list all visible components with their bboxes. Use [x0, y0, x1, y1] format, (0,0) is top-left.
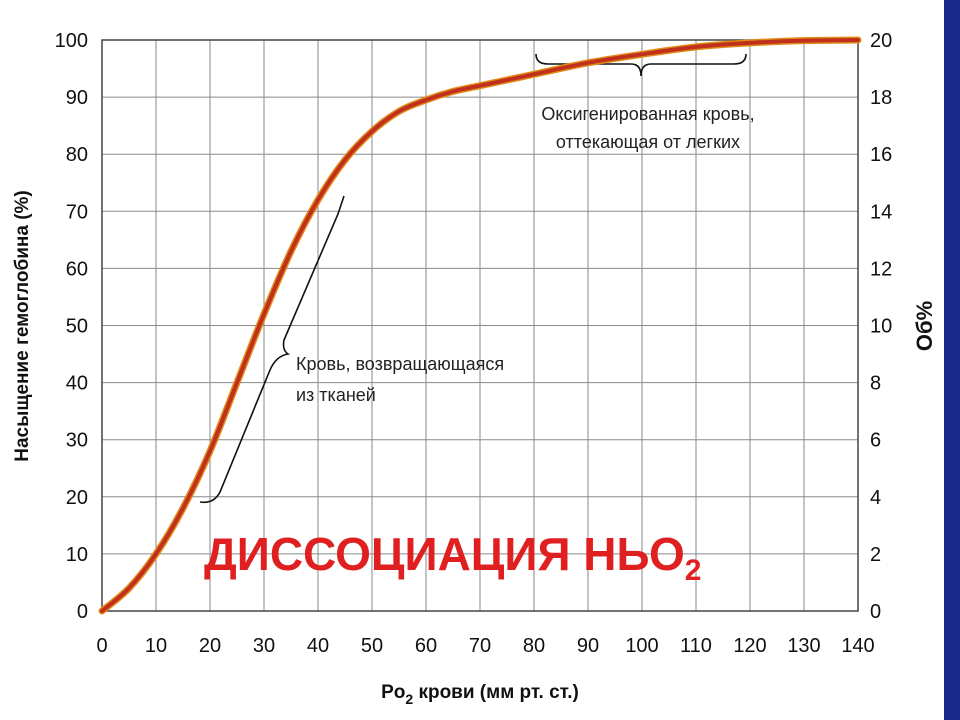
x-tick-label: 30 [253, 635, 275, 657]
x-tick-label: 60 [415, 635, 437, 657]
bracket-oxygenated [535, 53, 747, 77]
x-tick-label: 0 [96, 635, 107, 657]
y2-tick-label: 16 [870, 144, 892, 166]
x-tick-label: 50 [361, 635, 383, 657]
y2-tick-label: 14 [870, 201, 892, 223]
dissociation-curve [100, 38, 860, 613]
y2-tick-label: 12 [870, 258, 892, 280]
annotation-tissue-line2: из тканей [296, 385, 376, 405]
annotation-brackets [199, 53, 747, 504]
y-tick-label: 0 [77, 601, 88, 623]
grid [101, 39, 859, 612]
y-axis-title: Насыщение гемоглобина (%) [12, 190, 33, 461]
y2-tick-label: 20 [870, 30, 892, 52]
x-axis-title: Po2 крови (мм рт. ст.) [381, 682, 579, 707]
annotation-tissue-line1: Кровь, возвращающаяся [296, 354, 504, 374]
side-bar [944, 0, 960, 720]
x-tick-label: 130 [787, 635, 820, 657]
y-tick-label: 20 [66, 487, 88, 509]
x-tick-label: 40 [307, 635, 329, 657]
y-tick-labels: 0 10 20 30 40 50 60 70 80 90 100 [55, 30, 88, 623]
x-tick-label: 140 [841, 635, 874, 657]
x-tick-label: 80 [523, 635, 545, 657]
x-axis-title-rest: крови (мм рт. ст.) [413, 682, 579, 703]
x-tick-label: 90 [577, 635, 599, 657]
x-tick-label: 100 [625, 635, 658, 657]
overlay-title: ДИССОЦИАЦИЯ НЬО2 [204, 528, 701, 587]
y2-tick-label: 4 [870, 487, 881, 509]
plot-frame [101, 39, 859, 612]
y-tick-label: 10 [66, 544, 88, 566]
y-tick-label: 80 [66, 144, 88, 166]
annotation-oxygenated-line1: Оксигенированная кровь, [541, 104, 754, 124]
overlay-title-sub: 2 [685, 554, 702, 587]
y-tick-label: 60 [66, 258, 88, 280]
y2-tick-label: 6 [870, 430, 881, 452]
x-tick-label: 110 [680, 635, 712, 657]
y2-tick-label: 0 [870, 601, 881, 623]
y-tick-label: 40 [66, 373, 88, 395]
y2-tick-label: 18 [870, 87, 892, 109]
x-tick-label: 120 [733, 635, 766, 657]
overlay-title-main: ДИССОЦИАЦИЯ НЬО [204, 528, 685, 580]
y-tick-label: 50 [66, 316, 88, 338]
y-tick-label: 70 [66, 201, 88, 223]
y2-tick-label: 10 [870, 316, 892, 338]
x-axis-title-sub: 2 [405, 691, 413, 707]
x-tick-label: 20 [199, 635, 221, 657]
y2-tick-label: 8 [870, 373, 881, 395]
annotation-oxygenated-line2: оттекающая от легких [556, 132, 740, 152]
x-tick-label: 10 [145, 635, 167, 657]
y-tick-label: 100 [55, 30, 88, 52]
x-tick-labels: 0 10 20 30 40 50 60 70 80 90 100 110 120 130 140 [96, 635, 874, 657]
y-tick-label: 90 [66, 87, 88, 109]
bracket-tissue [199, 195, 345, 504]
y2-axis-title: Об% [912, 301, 937, 351]
y2-tick-labels: 0 2 4 6 8 10 12 14 16 18 20 [870, 30, 892, 623]
y-tick-label: 30 [66, 430, 88, 452]
x-axis-title-main: Po [381, 682, 405, 703]
x-tick-label: 70 [469, 635, 491, 657]
y2-tick-label: 2 [870, 544, 881, 566]
